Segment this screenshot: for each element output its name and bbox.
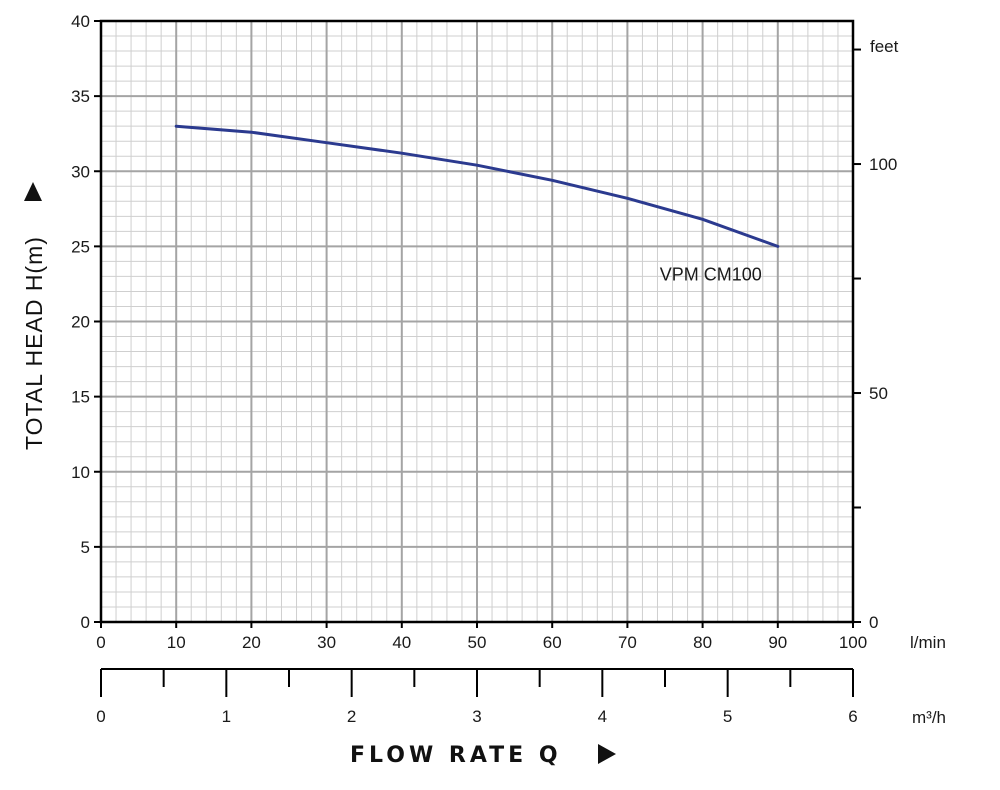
x-tick-label: 80 bbox=[693, 633, 712, 652]
feet-tick-label: 100 bbox=[869, 155, 897, 174]
m3h-tick-label: 3 bbox=[472, 707, 481, 726]
x-tick-label: 50 bbox=[468, 633, 487, 652]
series-line-vpm-cm100 bbox=[174, 124, 780, 248]
x-tick-label: 70 bbox=[618, 633, 637, 652]
x-tick-label: 90 bbox=[768, 633, 787, 652]
x-tick-label: 20 bbox=[242, 633, 261, 652]
x-tick-label: 0 bbox=[96, 633, 105, 652]
x-unit-label: l/min bbox=[910, 633, 946, 652]
x-tick-label: 40 bbox=[392, 633, 411, 652]
x2-unit-label: m³/h bbox=[912, 708, 946, 727]
y-tick-label: 30 bbox=[71, 162, 90, 181]
m3h-tick-label: 2 bbox=[347, 707, 356, 726]
y-tick-label: 25 bbox=[71, 237, 90, 256]
m3h-tick-label: 6 bbox=[848, 707, 857, 726]
x-tick-label: 60 bbox=[543, 633, 562, 652]
m3h-tick-label: 4 bbox=[598, 707, 607, 726]
y-tick-label: 10 bbox=[71, 463, 90, 482]
m3h-tick-label: 1 bbox=[222, 707, 231, 726]
y-tick-label: 0 bbox=[81, 613, 90, 632]
feet-tick-label: 50 bbox=[869, 384, 888, 403]
series-layer: VPM CM100 bbox=[174, 124, 780, 284]
y-axis-arrow-icon bbox=[24, 182, 42, 201]
x-axis-ticks: 0 10 20 30 40 50 60 70 80 90 100 bbox=[96, 622, 867, 652]
x-tick-label: 30 bbox=[317, 633, 336, 652]
x-axis-title: FLOW RATE Q bbox=[350, 743, 562, 768]
y-tick-label: 20 bbox=[71, 313, 90, 332]
y2-unit-label: feet bbox=[870, 37, 899, 56]
x-tick-label: 10 bbox=[167, 633, 186, 652]
m3h-axis: 0 1 2 3 4 5 6 bbox=[96, 668, 858, 726]
y-tick-label: 35 bbox=[71, 87, 90, 106]
y-axis-title: TOTAL HEAD H(m) bbox=[21, 236, 47, 450]
y-axis-ticks: 0 5 10 15 20 25 30 35 40 bbox=[71, 12, 101, 632]
m3h-tick-label: 0 bbox=[96, 707, 105, 726]
y-tick-label: 15 bbox=[71, 388, 90, 407]
x-axis-arrow-icon bbox=[598, 744, 616, 764]
feet-tick-label: 0 bbox=[869, 613, 878, 632]
y-tick-label: 40 bbox=[71, 12, 90, 31]
m3h-tick-label: 5 bbox=[723, 707, 732, 726]
series-label-vpm-cm100: VPM CM100 bbox=[660, 264, 762, 284]
x-tick-label: 100 bbox=[839, 633, 867, 652]
feet-axis-ticks: 0 50 100 bbox=[853, 48, 897, 632]
y-tick-label: 5 bbox=[81, 538, 90, 557]
